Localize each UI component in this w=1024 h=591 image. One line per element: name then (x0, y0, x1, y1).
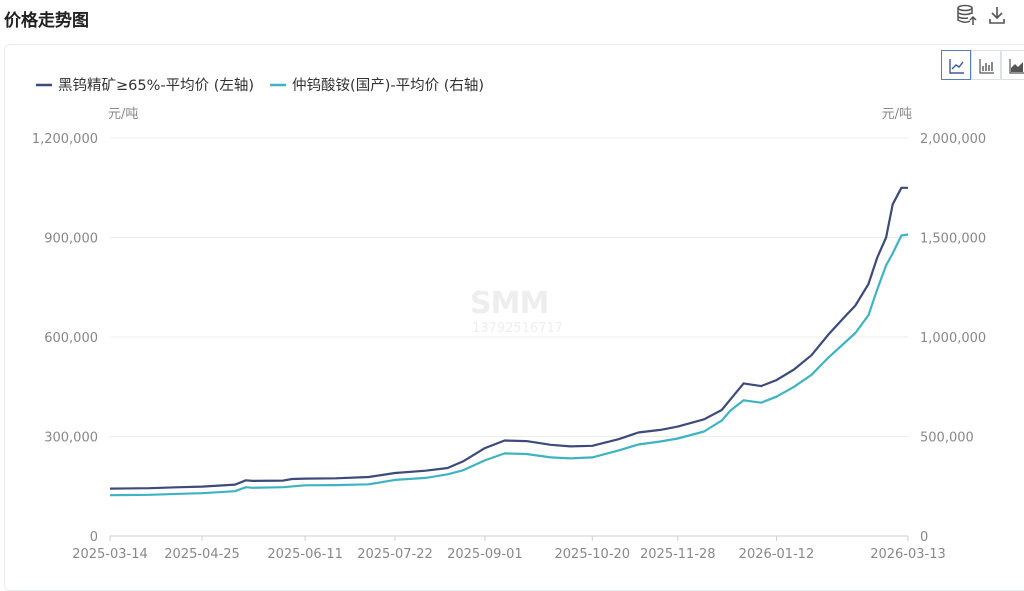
area-chart-button[interactable] (1001, 50, 1024, 80)
y-left-tick-label: 900,000 (44, 232, 98, 247)
x-tick-label: 2025-09-01 (447, 547, 523, 562)
x-tick-label: 2026-03-13 (870, 547, 946, 562)
y-right-tick-label: 2,000,000 (920, 132, 986, 147)
y-right-unit: 元/吨 (882, 107, 912, 122)
y-left-tick-label: 1,200,000 (32, 132, 98, 147)
area-chart-icon (1009, 59, 1024, 74)
x-tick-label: 2026-01-12 (739, 547, 815, 562)
y-left-tick-label: 600,000 (44, 331, 98, 346)
line-chart-button[interactable] (941, 50, 971, 80)
page-title: 价格走势图 (4, 11, 89, 31)
line-chart-icon (949, 59, 964, 74)
series-line-1 (109, 186, 908, 490)
watermark-logo: SMM (470, 286, 549, 321)
y-left-tick-label: 0 (90, 530, 98, 545)
legend-label-2: 仲钨酸铵(国产)-平均价 (右轴) (292, 77, 484, 94)
y-left-unit: 元/吨 (108, 107, 138, 122)
watermark-text: 13792516717 (472, 321, 563, 336)
x-tick-label: 2025-11-28 (640, 547, 716, 562)
download-icon[interactable] (986, 4, 1008, 26)
x-tick-label: 2025-04-25 (164, 547, 240, 562)
bar-chart-button[interactable] (971, 50, 1001, 80)
y-right-tick-label: 500,000 (920, 431, 974, 446)
y-right-tick-label: 1,500,000 (920, 232, 986, 247)
x-tick-label: 2025-06-11 (267, 547, 343, 562)
chart-panel (4, 44, 1024, 591)
y-left-tick-label: 300,000 (44, 431, 98, 446)
x-tick-label: 2025-10-20 (555, 547, 631, 562)
x-tick-label: 2025-07-22 (357, 547, 433, 562)
legend-label-1: 黑钨精矿≥65%-平均价 (左轴) (58, 77, 254, 94)
y-right-tick-label: 1,000,000 (920, 331, 986, 346)
database-upload-icon[interactable] (956, 4, 978, 26)
y-right-tick-label: 0 (920, 530, 928, 545)
series-line-2 (109, 233, 909, 497)
x-tick-label: 2025-03-14 (72, 547, 148, 562)
bar-chart-icon (979, 59, 994, 74)
